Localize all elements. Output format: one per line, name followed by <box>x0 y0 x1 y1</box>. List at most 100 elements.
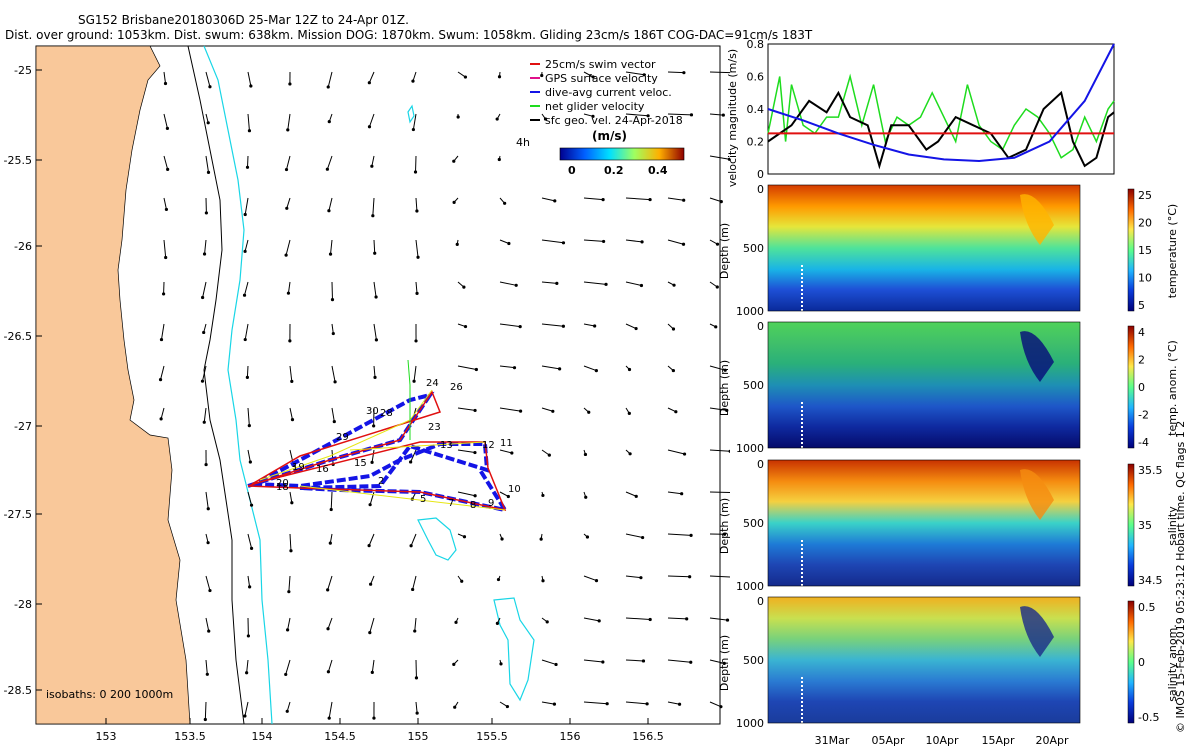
velocity-arrow-head <box>640 240 644 244</box>
colorbar-label: temperature (°C) <box>1166 204 1179 298</box>
velocity-ylabel: velocity magnitude (m/s) <box>726 49 739 187</box>
velocity-arrow-head <box>290 379 294 383</box>
velocity-arrow-head <box>689 113 694 117</box>
velocity-arrow-head <box>558 367 562 371</box>
velocity-arrow-head <box>553 199 557 203</box>
velocity-arrow <box>625 491 637 497</box>
velocity-arrow-head <box>601 660 605 664</box>
velocity-arrow-head <box>243 337 247 342</box>
velocity-arrow <box>205 617 210 632</box>
colorbar-tick: 35.5 <box>1138 464 1163 477</box>
y-tick-label: -27 <box>14 420 32 433</box>
velocity-arrow-head <box>561 324 565 328</box>
velocity-arrow <box>625 575 641 579</box>
velocity-arrow-head <box>473 408 477 413</box>
velocity-arrow <box>709 701 722 708</box>
velocity-arrow-head <box>725 408 729 413</box>
track-label: 18 <box>276 482 289 493</box>
velocity-arrow <box>625 113 649 117</box>
velocity-arrow <box>541 365 560 370</box>
velocity-arrow <box>625 701 648 705</box>
velocity-arrow <box>457 491 476 497</box>
y-tick-label: 0.6 <box>747 71 765 84</box>
velocity-arrow-head <box>326 670 331 674</box>
track-label: 10 <box>508 484 521 495</box>
section-colorbar <box>1127 463 1135 587</box>
colorbar-tick: 20 <box>1138 217 1152 230</box>
y-tick-label: -27.5 <box>4 508 32 521</box>
velocity-arrow <box>328 197 333 211</box>
depth-ylabel: Depth (m) <box>720 223 731 279</box>
velocity-arrow-head <box>247 424 251 428</box>
legend-entry: GPS surface velocity <box>545 72 658 85</box>
velocity-arrow <box>204 701 207 720</box>
map-x-axis: 153 153.5 154 154.5 155 155.5 156 156.5 <box>96 718 664 743</box>
colorbar-tick: 2 <box>1138 354 1145 367</box>
velocity-arrow <box>667 491 682 495</box>
x-tick-label: 156.5 <box>632 730 664 743</box>
velocity-arrow <box>331 323 334 334</box>
seamount-contour <box>407 104 415 124</box>
seamount-contour <box>417 517 457 561</box>
velocity-arrow-head <box>641 659 646 663</box>
velocity-arrow-head <box>332 419 336 424</box>
legend-entry: net glider velocity <box>545 100 645 113</box>
velocity-arrow-head <box>506 494 510 499</box>
velocity-arrow <box>709 71 730 74</box>
velocity-arrow <box>285 659 291 675</box>
velocity-arrow-head <box>331 331 335 336</box>
colorbar-label: temp. anom. (°C) <box>1166 340 1179 436</box>
colorbar-tick: 25 <box>1138 189 1152 202</box>
velocity-arrow-head <box>207 629 211 633</box>
velocity-arrow-head <box>634 494 638 498</box>
velocity-arrow-head <box>547 453 551 457</box>
velocity-arrow-head <box>463 75 468 79</box>
velocity-arrow-head <box>374 338 379 342</box>
velocity-arrow-head <box>463 324 468 329</box>
velocity-arrow-head <box>245 165 250 169</box>
velocity-arrow <box>247 491 253 506</box>
velocity-arrow <box>415 239 419 258</box>
velocity-arrow-head <box>248 585 252 589</box>
legend-entry: 25cm/s swim vector <box>545 58 656 71</box>
y-tick-label: -28.5 <box>4 684 32 697</box>
salinity-section: Depth (m) 0 500 1000 35.5 35 34.5 salinity <box>720 458 1179 593</box>
velocity-arrow-head <box>601 197 605 202</box>
velocity-arrow <box>499 407 521 412</box>
velocity-arrow-head <box>202 252 207 256</box>
velocity-arrow-head <box>373 251 377 255</box>
velocity-arrow <box>583 365 597 372</box>
velocity-arrow-head <box>159 417 163 421</box>
velocity-arrow <box>625 323 637 330</box>
track-label: 23 <box>428 422 441 433</box>
velocity-arrow-head <box>249 546 254 551</box>
velocity-arrow <box>541 407 553 412</box>
colorbar-tick: 10 <box>1138 272 1152 285</box>
velocity-arrow-head <box>326 85 330 89</box>
isobaths-label: isobaths: 0 200 1000m <box>46 688 173 701</box>
velocity-arrow <box>244 323 249 340</box>
track-label: 28 <box>380 408 393 419</box>
velocity-arrow-head <box>284 672 288 677</box>
temp-anomaly-section: Depth (m) 0 500 1000 4 2 0 -2 -4 temp. anom. (°C) <box>720 320 1179 455</box>
velocity-arrow <box>327 575 333 591</box>
velocity-arrow-head <box>327 209 331 213</box>
section-colorbar <box>1127 325 1135 449</box>
velocity-arrow <box>326 155 333 170</box>
velocity-arrow <box>247 113 250 131</box>
velocity-arrow-head <box>415 711 419 715</box>
colorbar-tick: 34.5 <box>1138 574 1163 587</box>
velocity-arrow-head <box>540 73 544 78</box>
x-tick-label: 153.5 <box>174 730 206 743</box>
track-label: 5 <box>420 494 426 505</box>
velocity-arrow <box>414 617 417 632</box>
velocity-arrow-head <box>591 75 595 79</box>
velocity-arrow-head <box>166 167 170 171</box>
track-label: 11 <box>500 438 513 449</box>
velocity-arrow-head <box>409 460 413 464</box>
track-label: 9 <box>488 498 494 509</box>
velocity-arrow <box>327 71 333 88</box>
depth-tick: 1000 <box>736 580 764 593</box>
velocity-arrow-head <box>202 330 206 335</box>
velocity-arrow-head <box>367 81 371 85</box>
